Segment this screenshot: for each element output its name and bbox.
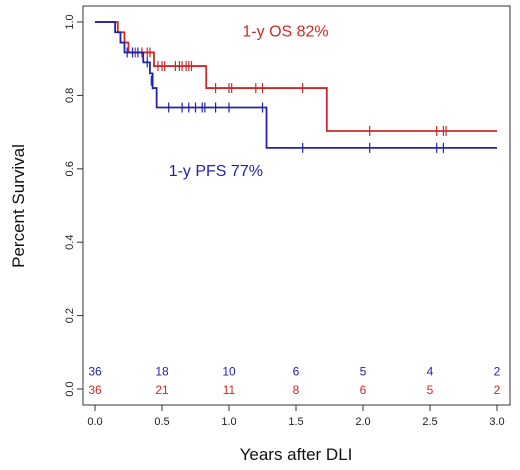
- at-risk-count: 21: [155, 383, 169, 397]
- x-tick-label: 3.0: [489, 416, 504, 428]
- x-tick-label: 1.5: [288, 416, 303, 428]
- survival-curves: [95, 21, 497, 153]
- at-risk-count: 4: [427, 365, 434, 379]
- x-tick-label: 2.0: [355, 416, 370, 428]
- at-risk-count: 2: [494, 365, 501, 379]
- at-risk-count: 18: [155, 365, 169, 379]
- at-risk-count: 5: [360, 365, 367, 379]
- at-risk-count: 36: [88, 365, 102, 379]
- number-at-risk: 36 18 10 6 5 4 2 36 21 11 8 6 5 2: [88, 365, 500, 397]
- x-axis: 0.0 0.5 1.0 1.5 2.0 2.5 3.0: [87, 405, 505, 428]
- x-tick-label: 0.5: [154, 416, 169, 428]
- at-risk-count: 2: [494, 383, 501, 397]
- series-pfs: [95, 21, 497, 153]
- at-risk-count: 10: [222, 365, 236, 379]
- y-axis-title: Percent Survival: [9, 144, 28, 268]
- at-risk-count: 5: [427, 383, 434, 397]
- at-risk-count: 8: [293, 383, 300, 397]
- annotations: 1-y OS 82% 1-y PFS 77%: [169, 24, 329, 180]
- at-risk-row-os: 36 21 11 8 6 5 2: [88, 383, 500, 397]
- y-tick-label: 0.8: [64, 88, 76, 103]
- survival-line: [95, 21, 497, 149]
- y-axis: 0.0 0.2 0.4 0.6 0.8 1.0: [64, 14, 83, 397]
- annotation-label: 1-y PFS 77%: [169, 163, 263, 180]
- at-risk-count: 11: [223, 383, 236, 397]
- at-risk-count: 6: [293, 365, 300, 379]
- y-tick-label: 1.0: [64, 14, 76, 29]
- y-tick-label: 0.4: [64, 235, 76, 250]
- at-risk-count: 36: [88, 383, 102, 397]
- x-tick-label: 1.0: [221, 416, 236, 428]
- x-tick-label: 0.0: [87, 416, 102, 428]
- at-risk-count: 6: [360, 383, 367, 397]
- x-tick-label: 2.5: [422, 416, 437, 428]
- y-tick-label: 0.6: [64, 161, 76, 176]
- annotation-label: 1-y OS 82%: [242, 24, 328, 41]
- y-tick-label: 0.2: [64, 308, 76, 323]
- at-risk-row-pfs: 36 18 10 6 5 4 2: [88, 365, 500, 379]
- y-tick-label: 0.0: [64, 381, 76, 396]
- x-axis-title: Years after DLI: [240, 445, 353, 464]
